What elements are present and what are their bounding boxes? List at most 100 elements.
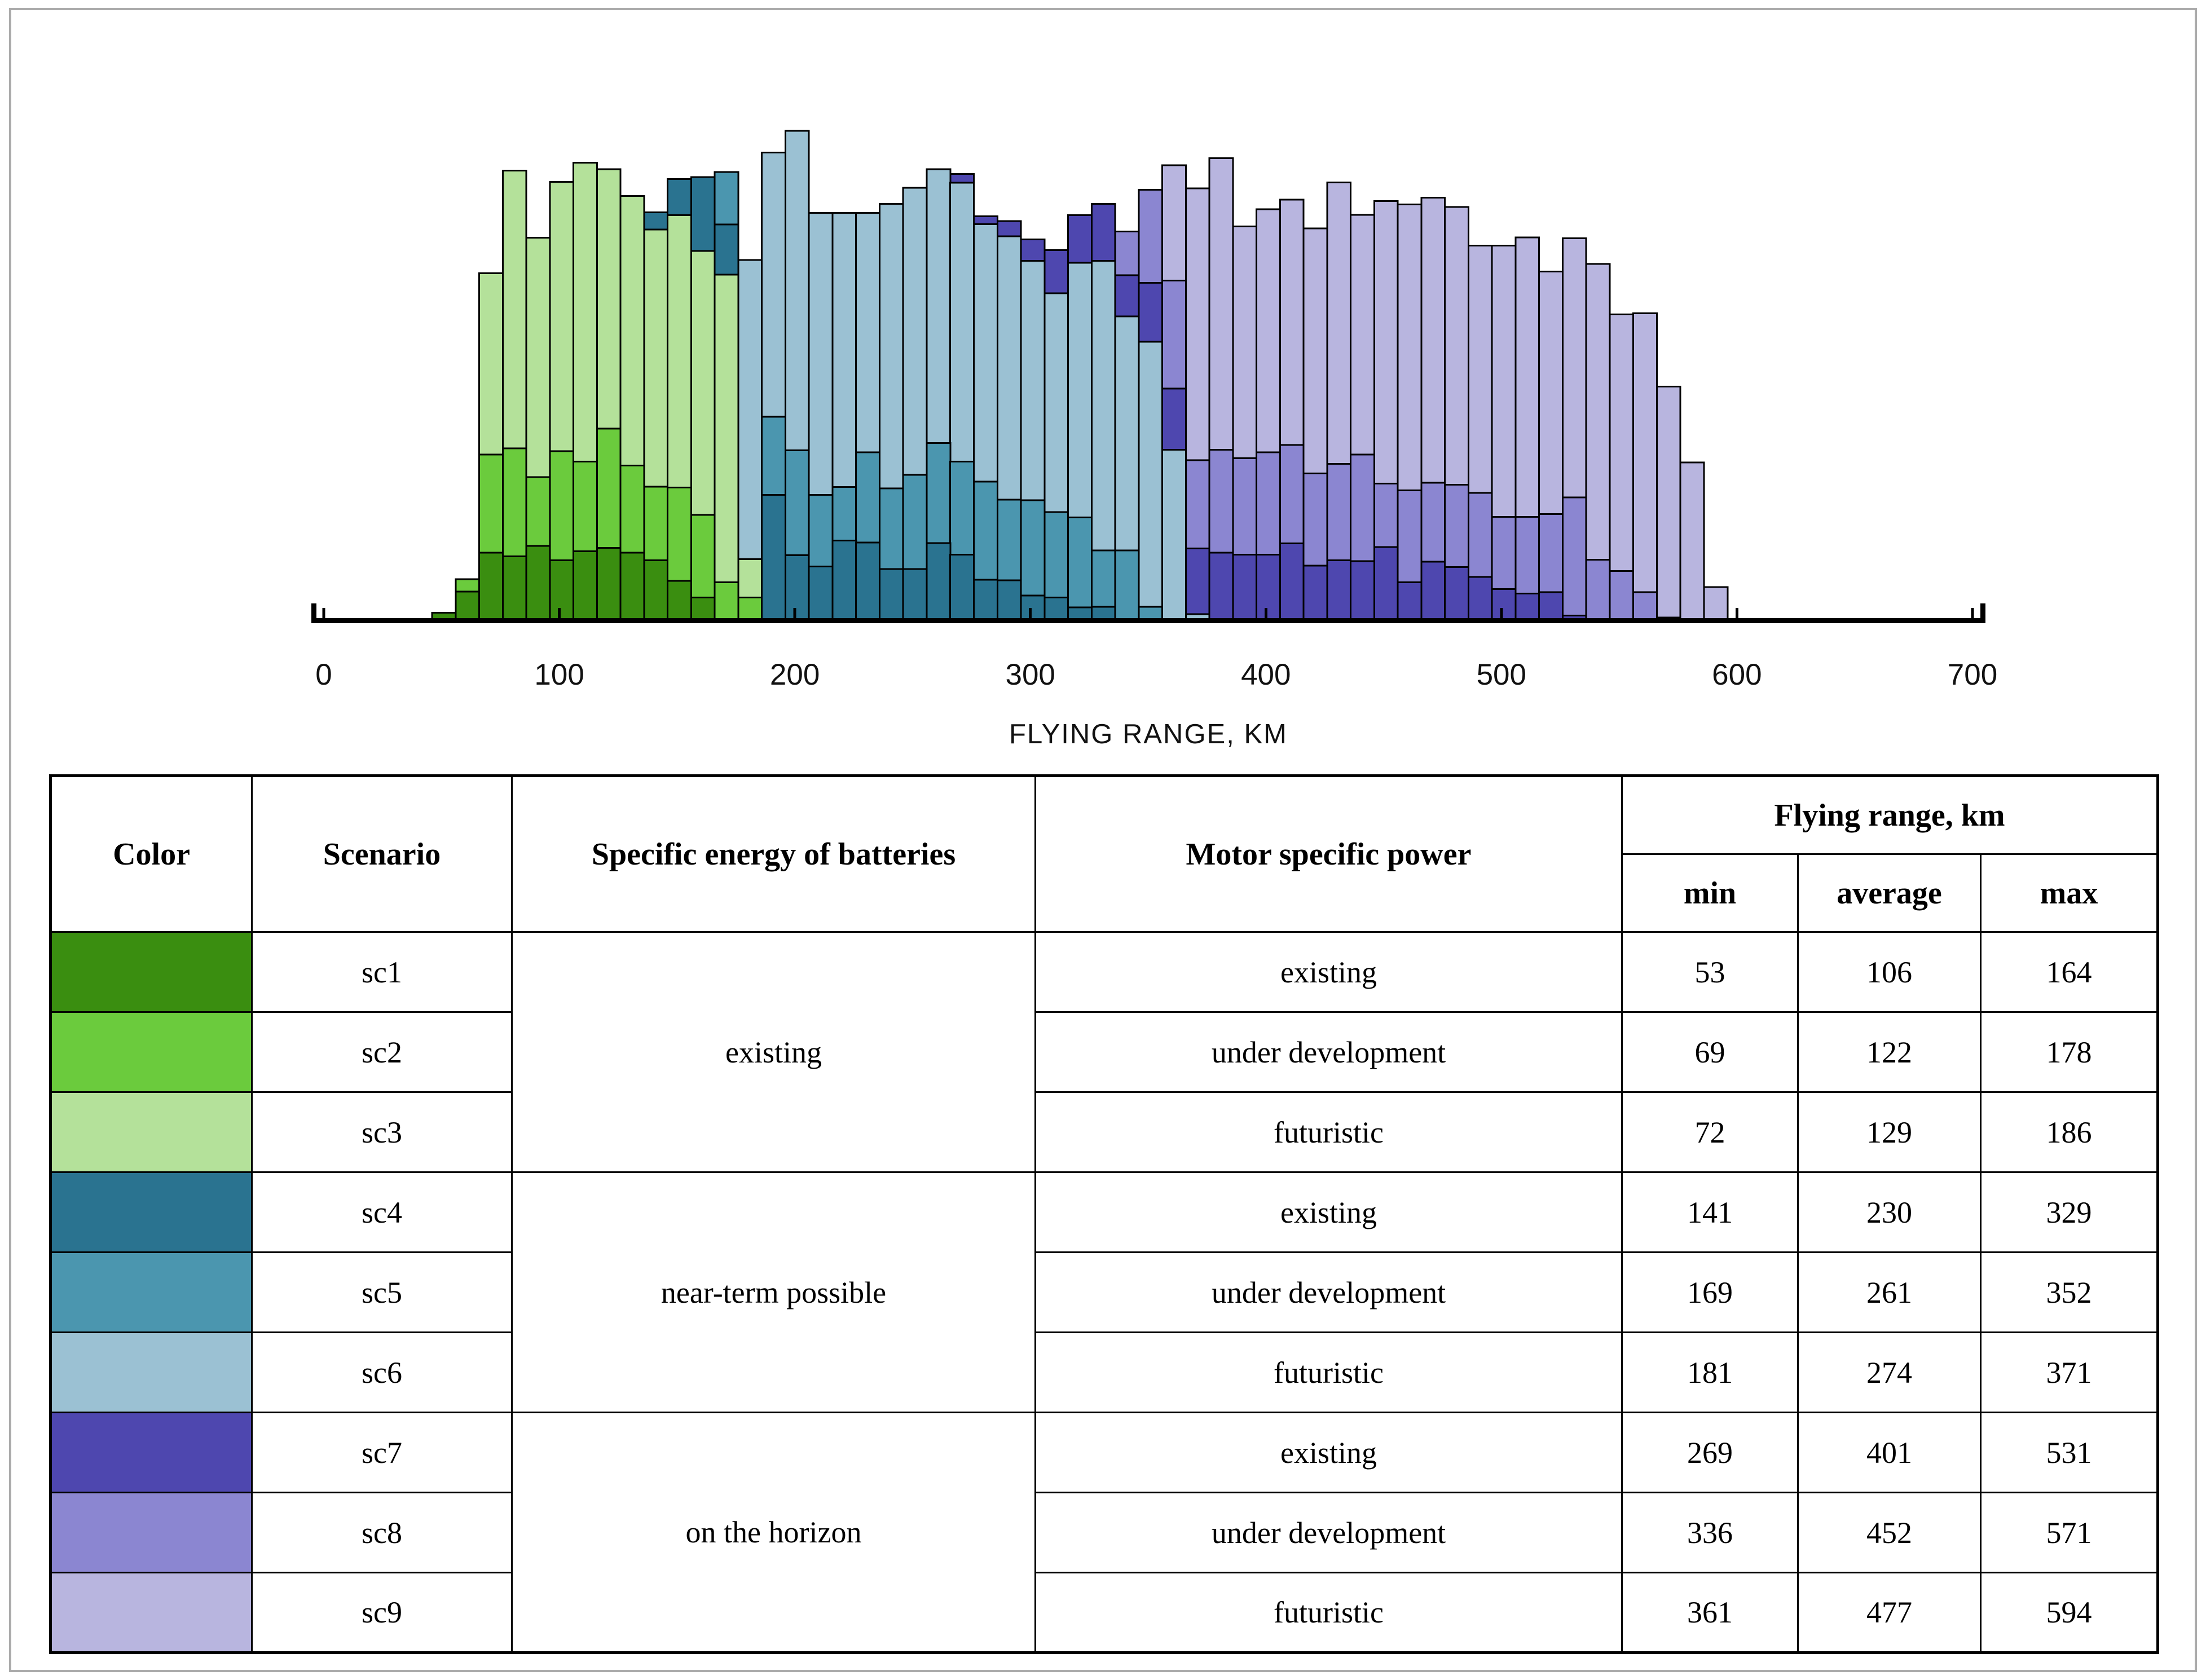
x-axis-right-cap: [1980, 603, 1985, 621]
color-swatch-sc2: [50, 1011, 253, 1093]
bar-sc7: [1397, 581, 1423, 623]
histogram-bars: [431, 130, 1729, 623]
max-cell-sc2: 178: [1979, 1011, 2159, 1093]
bar-sc7: [1256, 554, 1281, 623]
x-tick-label-400: 400: [1241, 658, 1291, 691]
x-tick-500: [1500, 608, 1503, 618]
x-tick-300: [1029, 608, 1032, 618]
average-cell-sc5: 261: [1797, 1251, 1982, 1333]
bar-sc1: [478, 552, 504, 623]
bar-sc1: [525, 545, 551, 623]
max-cell-sc6: 371: [1979, 1331, 2159, 1413]
average-cell-sc3: 129: [1797, 1091, 1982, 1173]
scenario-cell-sc9: sc9: [251, 1572, 513, 1653]
table-row-sc3: sc3 futuristic 72 129 186: [50, 1091, 2159, 1173]
x-tick-label-600: 600: [1712, 658, 1762, 691]
header-motor: Motor specific power: [1034, 775, 1623, 933]
x-axis-title: FLYING RANGE, KM: [1009, 719, 1288, 749]
scenario-cell-sc3: sc3: [251, 1091, 513, 1173]
header-scenario: Scenario: [251, 775, 513, 933]
bar-sc7: [1538, 591, 1564, 623]
min-cell-sc4: 141: [1621, 1171, 1799, 1253]
bar-sc7: [1232, 554, 1258, 623]
bar-sc7: [1302, 565, 1328, 623]
average-cell-sc9: 477: [1797, 1572, 1982, 1653]
bar-sc3: [714, 274, 739, 623]
x-tick-0: [322, 608, 325, 618]
bar-sc4: [831, 540, 857, 623]
average-cell-sc6: 274: [1797, 1331, 1982, 1413]
bar-sc4: [784, 554, 810, 623]
max-cell-sc3: 186: [1979, 1091, 2159, 1173]
bar-sc9: [1632, 312, 1658, 623]
max-cell-sc8: 571: [1979, 1492, 2159, 1573]
motor-cell-sc2: under development: [1034, 1011, 1623, 1093]
x-tick-label-300: 300: [1005, 658, 1055, 691]
bar-sc4: [761, 494, 786, 623]
x-tick-100: [558, 608, 561, 618]
x-tick-label-200: 200: [770, 658, 820, 691]
bar-sc8: [1632, 591, 1658, 623]
min-cell-sc9: 361: [1621, 1572, 1799, 1653]
x-tick-400: [1264, 608, 1267, 618]
bar-sc5: [1067, 517, 1093, 623]
bar-sc7: [1185, 547, 1210, 623]
battery-cell-group3: on the horizon: [511, 1412, 1036, 1653]
scenario-cell-sc2: sc2: [251, 1011, 513, 1093]
color-swatch-sc5: [50, 1251, 253, 1333]
bar-sc7: [1350, 560, 1375, 623]
min-cell-sc7: 269: [1621, 1412, 1799, 1493]
bar-sc7: [1208, 552, 1234, 623]
color-swatch-sc1: [50, 931, 253, 1013]
x-tick-200: [793, 608, 796, 618]
min-cell-sc3: 72: [1621, 1091, 1799, 1173]
x-tick-label-500: 500: [1477, 658, 1526, 691]
bar-sc4: [1020, 594, 1046, 623]
min-cell-sc5: 169: [1621, 1251, 1799, 1333]
motor-cell-sc3: futuristic: [1034, 1091, 1623, 1173]
motor-cell-sc7: existing: [1034, 1412, 1623, 1493]
min-cell-sc2: 69: [1621, 1011, 1799, 1093]
table-row-sc8: sc8 under development 336 452 571: [50, 1492, 2159, 1573]
bar-sc1: [549, 559, 575, 623]
bar-sc4: [949, 554, 975, 623]
color-swatch-sc8: [50, 1492, 253, 1573]
x-tick-600: [1735, 608, 1738, 618]
color-swatch-sc3: [50, 1091, 253, 1173]
motor-cell-sc8: under development: [1034, 1492, 1623, 1573]
bar-sc8: [1561, 496, 1587, 623]
bar-sc1: [690, 596, 716, 623]
bar-sc7: [1467, 576, 1493, 623]
bar-sc6: [1161, 449, 1187, 623]
motor-cell-sc9: futuristic: [1034, 1572, 1623, 1653]
bar-sc7: [1279, 543, 1305, 623]
average-cell-sc8: 452: [1797, 1492, 1982, 1573]
min-cell-sc6: 181: [1621, 1331, 1799, 1413]
scenario-cell-sc1: sc1: [251, 931, 513, 1013]
scenario-results-table: Color Scenario Specific energy of batter…: [49, 774, 2160, 1654]
table-row-sc4: sc4 near-term possible existing 141 230 329: [50, 1171, 2159, 1413]
bar-sc2: [737, 596, 763, 623]
max-cell-sc4: 329: [1979, 1171, 2159, 1253]
table-row-sc7: sc7 on the horizon existing 269 401 531: [50, 1412, 2159, 1653]
header-color: Color: [50, 775, 253, 933]
bar-sc1: [455, 590, 481, 623]
bar-sc2: [714, 581, 739, 623]
bar-sc6: [1138, 341, 1164, 623]
bar-sc7: [1444, 566, 1469, 623]
bar-sc1: [501, 555, 527, 623]
bar-sc4: [926, 542, 952, 623]
bar-sc8: [1609, 570, 1635, 623]
color-swatch-sc7: [50, 1412, 253, 1493]
table-header: Color Scenario Specific energy of batter…: [50, 775, 2159, 933]
bar-sc4: [808, 566, 834, 623]
bar-sc8: [1585, 558, 1611, 623]
bar-sc9: [1703, 586, 1729, 623]
bar-sc5: [1114, 549, 1140, 623]
bar-sc9: [1679, 461, 1705, 623]
table-row-sc5: sc5 under development 169 261 352: [50, 1251, 2159, 1333]
bar-sc1: [667, 580, 692, 623]
bar-sc7: [1373, 546, 1399, 623]
scenario-cell-sc4: sc4: [251, 1171, 513, 1253]
